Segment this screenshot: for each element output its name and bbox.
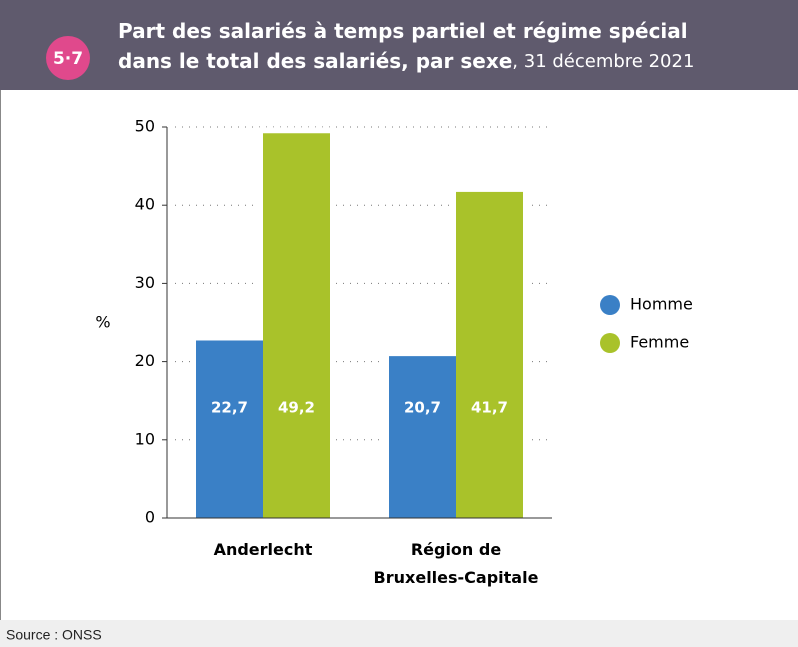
footer-band xyxy=(0,620,798,647)
y-axis-label: % xyxy=(95,313,110,332)
chart-subtitle: , 31 décembre 2021 xyxy=(512,51,694,72)
value-label: 22,7 xyxy=(211,399,248,417)
value-label: 49,2 xyxy=(278,399,315,417)
bar xyxy=(263,133,330,519)
x-tick-line: Anderlecht xyxy=(214,540,313,559)
x-tick-line: Bruxelles-Capitale xyxy=(374,568,539,587)
y-tick-label: 40 xyxy=(135,195,155,214)
value-label: 20,7 xyxy=(404,399,441,417)
badge xyxy=(46,36,90,80)
legend-label: Homme xyxy=(630,295,693,314)
bar xyxy=(196,340,263,518)
legend-label: Femme xyxy=(630,333,689,352)
chart-title: Part des salariés à temps partiel et rég… xyxy=(118,19,694,73)
y-tick-label: 50 xyxy=(135,117,155,136)
bar xyxy=(456,191,523,518)
value-label: 41,7 xyxy=(471,399,508,417)
y-tick-label: 0 xyxy=(145,508,155,527)
legend-swatch xyxy=(600,333,620,353)
header-band xyxy=(0,0,798,90)
badge-label: 5·7 xyxy=(53,49,83,69)
x-tick-label: Anderlecht xyxy=(214,540,313,559)
y-tick-label: 10 xyxy=(135,429,155,448)
legend-swatch xyxy=(600,295,620,315)
x-tick-label: Région de Bruxelles-Capitale xyxy=(374,540,539,587)
bar xyxy=(389,356,456,518)
source: Source : ONSS xyxy=(6,627,102,643)
y-tick-label: 30 xyxy=(135,273,155,292)
y-tick-label: 20 xyxy=(135,351,155,370)
title-line: Part des salariés à temps partiel et rég… xyxy=(118,19,688,43)
x-tick-line: Région de xyxy=(411,540,502,559)
title-line: dans le total des salariés, par sexe xyxy=(118,49,512,73)
